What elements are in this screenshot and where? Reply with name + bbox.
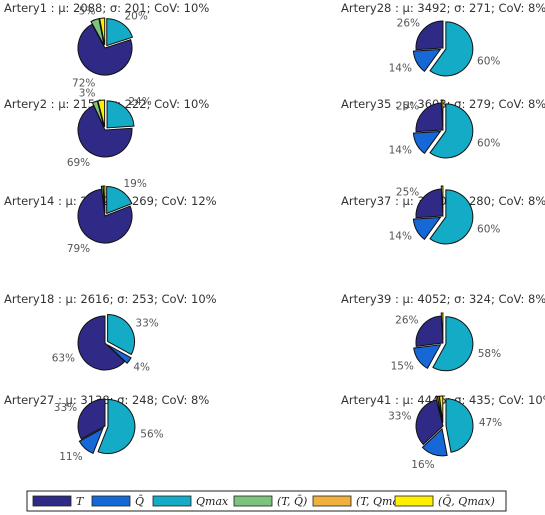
legend-item: Qmax (152, 495, 229, 508)
pie-slice (415, 188, 444, 219)
slice-label: 72% (72, 77, 95, 89)
legend-item: Q̄ (91, 495, 144, 508)
pie-slice (412, 216, 442, 240)
pie-slice (97, 99, 106, 128)
pie-slice (429, 21, 474, 77)
legend-label: Q̄ (135, 495, 144, 508)
slice-label: 33% (135, 318, 158, 330)
slice-label: 58% (478, 348, 501, 360)
slice-label: 20% (125, 11, 148, 23)
pie-slice (107, 344, 132, 364)
pie-slice (438, 395, 444, 424)
pie-slice (107, 313, 136, 356)
pie-slice (415, 102, 444, 133)
slice-label: 60% (477, 55, 500, 67)
legend-swatch (233, 495, 273, 507)
slice-label: 60% (477, 137, 500, 149)
slice-label: 25% (396, 187, 419, 199)
pie-artery2: Artery2 : μ: 2154; σ: 222; CoV: 10%69%24… (4, 87, 209, 168)
slice-label: 26% (397, 18, 420, 30)
pie-slice (77, 23, 133, 76)
slice-label: 63% (52, 353, 75, 365)
pie-title: Artery27 : μ: 3138; σ: 248; CoV: 8% (4, 393, 209, 407)
pie-slice (77, 104, 133, 158)
pie-artery18: Artery18 : μ: 2616; σ: 253; CoV: 10% 63% 4… (4, 292, 217, 374)
slice-label: 47% (479, 417, 502, 429)
slice-label: 16% (411, 459, 434, 471)
pie-slice (97, 399, 136, 455)
slice-label: 24% (128, 96, 151, 108)
slice-label: 3% (79, 87, 96, 99)
pie-slice (90, 18, 105, 46)
legend-swatch (32, 495, 72, 507)
slice-label: 11% (59, 451, 82, 463)
pie-slice (77, 188, 133, 244)
pie-slice (415, 20, 444, 51)
pie-title: Artery28 : μ: 3492; σ: 271; CoV: 8% (341, 1, 545, 15)
pie-slice (91, 100, 105, 128)
slice-label: 14% (389, 62, 412, 74)
legend-label: T (76, 495, 85, 508)
legend-swatch (91, 495, 131, 507)
pie-slice (77, 398, 106, 440)
legend-swatch (394, 495, 434, 507)
legend-item: T (32, 495, 85, 508)
pie-title: Artery1 : μ: 2088; σ: 201; CoV: 10% (4, 1, 209, 15)
pie-artery27: Artery27 : μ: 3138; σ: 248; CoV: 8%33% 11… (4, 393, 209, 463)
pie-slice (412, 48, 442, 72)
legend-item: (T, Q̄) (233, 495, 307, 508)
slice-label: 69% (67, 157, 90, 169)
pie-title: Artery39 : μ: 4052; σ: 324; CoV: 8% (341, 292, 545, 306)
pie-slice (99, 17, 106, 46)
legend-swatch (312, 495, 352, 507)
pie-slice (102, 185, 106, 214)
slice-label: 25% (396, 101, 419, 113)
legend-item: (Q̄, Qmax) (394, 495, 495, 508)
slice-label: 4% (133, 362, 150, 374)
pie-slice (106, 18, 134, 47)
pie-slice (440, 185, 444, 214)
pie-slice (445, 398, 474, 453)
slice-label: 26% (395, 314, 418, 326)
slice-label: 33% (388, 411, 411, 423)
slice-label: 33% (54, 402, 77, 414)
pie-slice (429, 103, 474, 159)
pie-slice (415, 399, 444, 446)
pie-artery37: Artery37 : μ: 3640; σ: 280; CoV: 8%25%14… (341, 185, 545, 245)
pie-slice (421, 427, 448, 457)
slice-label: 14% (389, 230, 412, 242)
slice-label: 56% (140, 428, 163, 440)
slice-label: 14% (389, 144, 412, 156)
pie-artery14: Artery14 : μ: 2242; σ: 269; CoV: 12%79%1… (4, 178, 217, 255)
pie-slice (77, 315, 126, 371)
slice-label: 60% (477, 223, 500, 235)
legend-label: (Q̄, Qmax) (438, 495, 495, 508)
pie-slice (412, 130, 442, 154)
pie-artery41: Artery41 : μ: 4445; σ: 435; CoV: 10%33%1… (341, 393, 545, 471)
pie-slice (440, 99, 444, 128)
slice-label: 19% (123, 178, 146, 190)
pie-slice (429, 189, 474, 245)
pie-slice (432, 316, 474, 372)
pie-slice (440, 312, 444, 341)
pie-slice (106, 186, 133, 215)
slice-label: 15% (391, 360, 414, 372)
pie-slice (78, 427, 104, 455)
pie-artery28: Artery28 : μ: 3492; σ: 271; CoV: 8% 26% 14… (341, 1, 545, 77)
pie-title: Artery18 : μ: 2616; σ: 253; CoV: 10% (4, 292, 217, 306)
pie-artery1: Artery1 : μ: 2088; σ: 201; CoV: 10% 72% 20… (4, 1, 209, 89)
legend-swatch (152, 495, 192, 507)
legend: T Q̄ Qmax (T, Q̄) (T, Qmax) (Q̄, Qmax) (26, 490, 507, 512)
legend-label: (T, Q̄) (277, 495, 307, 508)
pie-artery39: Artery39 : μ: 4052; σ: 324; CoV: 8% 26% 15… (341, 292, 545, 372)
slice-label: 5% (79, 5, 96, 17)
pie-artery35: Artery35 : μ: 3603; σ: 279; CoV: 8%25%14… (341, 97, 545, 159)
pie-slice (415, 315, 444, 347)
pie-slice (413, 344, 442, 370)
slice-label: 79% (67, 243, 90, 255)
legend-label: Qmax (196, 495, 229, 508)
pie-slice (106, 100, 135, 129)
